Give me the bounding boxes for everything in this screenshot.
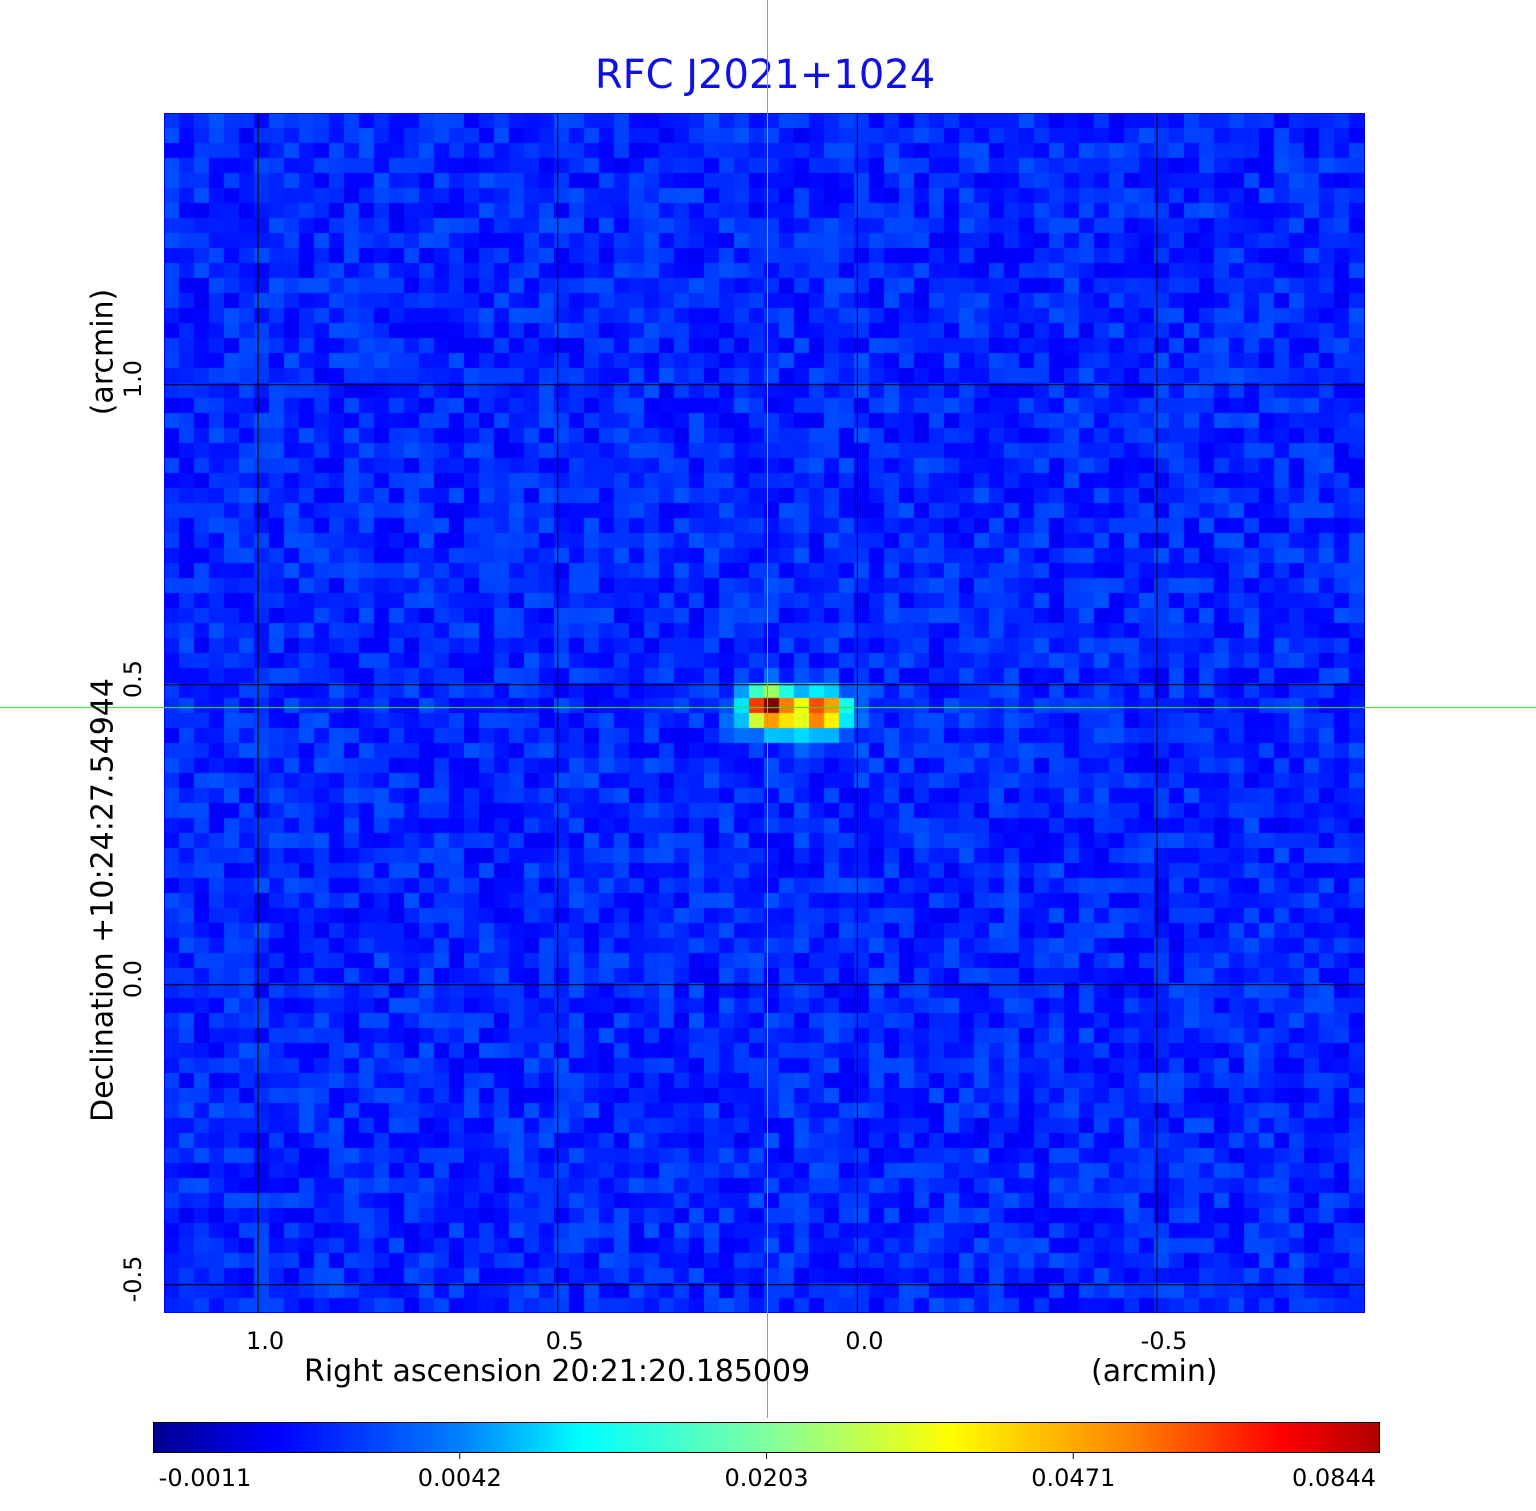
colorbar-tick-label: 0.0844 — [1292, 1464, 1376, 1492]
chart-title: RFC J2021+1024 — [594, 52, 936, 98]
y-tick-label: 1.0 — [119, 359, 147, 398]
plot-frame — [164, 113, 1365, 1313]
x-axis-unit: (arcmin) — [1091, 1354, 1218, 1389]
x-tick-label: 1.0 — [245, 1327, 285, 1355]
x-axis-label: Right ascension 20:21:20.185009 — [304, 1354, 811, 1389]
x-tick-label: 0.5 — [545, 1327, 584, 1355]
y-axis-unit: (arcmin) — [85, 288, 121, 416]
colorbar-tick-label: -0.0011 — [158, 1464, 252, 1492]
x-tick-label: -0.5 — [1140, 1327, 1188, 1355]
sky-image-heatmap — [164, 113, 1365, 1313]
y-tick-label: 0.5 — [119, 659, 147, 698]
x-tick-label: 0.0 — [845, 1327, 884, 1355]
colorbar — [153, 1422, 1380, 1453]
colorbar-tick-label: 0.0042 — [417, 1464, 502, 1492]
colorbar-tick-label: 0.0203 — [724, 1464, 809, 1492]
y-tick-label: 0.0 — [119, 959, 147, 998]
colorbar-tick-label: 0.0471 — [1031, 1464, 1116, 1492]
y-tick-label: -0.5 — [119, 1255, 147, 1303]
y-axis-label: Declination +10:24:27.54944 — [85, 678, 121, 1122]
